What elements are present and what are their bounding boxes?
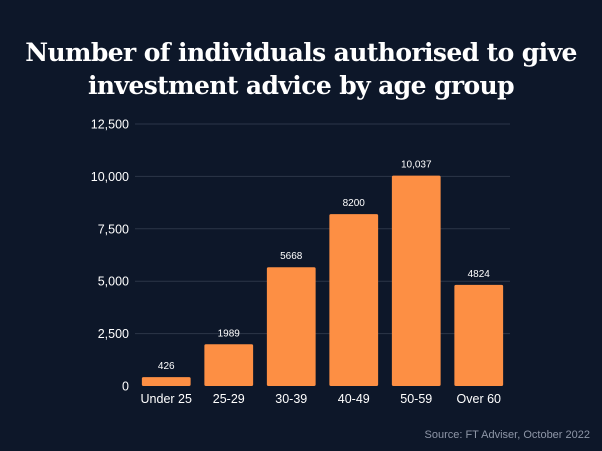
x-tick-label: 30-39 — [275, 392, 307, 406]
y-tick-label: 7,500 — [98, 222, 129, 236]
x-tick-label: 25-29 — [213, 392, 245, 406]
x-tick-label: Over 60 — [457, 392, 502, 406]
data-label: 4824 — [468, 269, 491, 280]
bar — [391, 175, 441, 386]
gridlines — [135, 123, 510, 335]
bar — [329, 214, 379, 386]
data-label: 5668 — [280, 251, 303, 262]
bar — [266, 267, 316, 386]
x-tick-label: Under 25 — [141, 392, 192, 406]
x-tick-label: 50-59 — [400, 392, 432, 406]
y-tick-label: 10,000 — [91, 170, 129, 184]
y-tick-label: 5,000 — [98, 275, 129, 289]
x-tick-label: 40-49 — [338, 392, 370, 406]
y-tick-label: 2,500 — [98, 327, 129, 341]
data-label: 426 — [158, 361, 175, 372]
bar — [204, 344, 254, 386]
source-note: Source: FT Adviser, October 2022 — [424, 429, 591, 441]
data-label: 8200 — [343, 198, 366, 209]
bars — [141, 175, 504, 386]
y-axis-ticks: 0 2,500 5,000 7,500 10,000 12,500 — [91, 118, 129, 394]
data-label: 10,037 — [401, 160, 432, 171]
bar — [454, 284, 504, 386]
data-labels: 426 1989 5668 8200 10,037 4824 — [158, 160, 490, 372]
chart-title-line-1: Number of individuals authorised to give — [25, 38, 577, 67]
bar — [141, 377, 191, 386]
x-axis-ticks: Under 25 25-29 30-39 40-49 50-59 Over 60 — [141, 392, 501, 406]
chart-title: Number of individuals authorised to give… — [0, 36, 602, 102]
y-tick-label: 0 — [122, 380, 129, 394]
y-tick-label: 12,500 — [91, 118, 129, 132]
chart-title-line-2: investment advice by age group — [87, 71, 515, 100]
data-label: 1989 — [218, 328, 241, 339]
